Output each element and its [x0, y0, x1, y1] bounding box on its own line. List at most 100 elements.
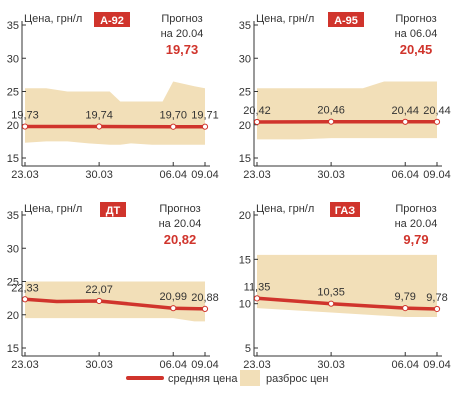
y-tick-label: 10 — [239, 299, 251, 311]
x-tick-label: 30.03 — [85, 359, 113, 371]
data-point — [170, 305, 177, 312]
data-point — [433, 305, 441, 313]
y-tick-label: 25 — [239, 87, 251, 99]
forecast-value: 20,45 — [400, 42, 433, 57]
y-tick-label: 20 — [239, 210, 251, 222]
x-tick-label: 09.04 — [423, 169, 451, 181]
y-tick-label: 30 — [7, 53, 19, 65]
fuel-type-label: ГАЗ — [335, 205, 355, 217]
forecast-value: 20,82 — [164, 232, 197, 247]
fuel-type-badge — [100, 202, 126, 217]
forecast-date: на 20.04 — [159, 218, 202, 230]
x-tick-label: 30.03 — [317, 359, 345, 371]
forecast-title: Прогноз — [159, 203, 200, 215]
y-axis-label: Цена, грн/л — [24, 13, 82, 25]
y-axis-label: Цена, грн/л — [256, 203, 314, 215]
y-tick-label: 15 — [7, 343, 19, 355]
chart-panel-2: 15 20 25 30 35 23.03 30.03 06.04 09.04 Цена, грн/… — [7, 202, 219, 371]
y-tick-label: 25 — [7, 87, 19, 99]
x-tick-label: 06.04 — [159, 359, 187, 371]
data-label: 22,33 — [11, 282, 39, 294]
data-point — [21, 123, 29, 130]
data-label: 20,42 — [243, 105, 271, 117]
data-label: 20,88 — [191, 292, 219, 304]
data-point — [253, 118, 261, 126]
x-tick-label: 23.03 — [11, 359, 39, 371]
forecast-date: на 20.04 — [161, 28, 204, 40]
data-point — [402, 305, 409, 312]
data-label: 20,44 — [391, 105, 419, 117]
data-point — [96, 123, 103, 130]
data-point — [433, 118, 441, 125]
data-label: 20,46 — [317, 105, 345, 117]
data-label: 19,70 — [159, 110, 187, 122]
fuel-type-label: А-95 — [334, 15, 358, 27]
forecast-title: Прогноз — [395, 13, 436, 25]
data-point — [201, 305, 209, 312]
y-axis-label: Цена, грн/л — [256, 13, 314, 25]
data-label: 10,35 — [317, 287, 345, 299]
x-tick-label: 23.03 — [243, 359, 271, 371]
data-label: 19,74 — [85, 109, 113, 121]
fuel-type-label: ДТ — [106, 205, 121, 217]
data-point — [253, 295, 261, 302]
average-price-line — [255, 296, 439, 311]
x-tick-label: 30.03 — [317, 169, 345, 181]
y-tick-label: 25 — [7, 277, 19, 289]
x-tick-label: 23.03 — [243, 169, 271, 181]
x-tick-label: 09.04 — [423, 359, 451, 371]
data-point — [328, 118, 335, 125]
chart-panel-1: 15 20 25 30 35 23.03 30.03 06.04 09.04 Цена, грн/… — [239, 12, 451, 181]
data-point — [21, 296, 29, 303]
y-tick-label: 5 — [245, 343, 251, 355]
chart-panel-3: 5 10 15 20 23.03 30.03 06.04 09.04 Цена, грн/л ГА… — [239, 202, 451, 371]
x-tick-label: 06.04 — [391, 169, 419, 181]
data-point — [96, 297, 103, 305]
data-point — [402, 118, 409, 125]
x-tick-label: 30.03 — [85, 169, 113, 181]
y-tick-label: 20 — [7, 120, 19, 132]
x-tick-label: 06.04 — [159, 169, 187, 181]
chart-panel-0: 15 20 25 30 35 23.03 30.03 06.04 09.04 Цена, грн/… — [7, 12, 219, 181]
y-tick-label: 15 — [239, 254, 251, 266]
x-tick-label: 09.04 — [191, 359, 219, 371]
forecast-title: Прогноз — [161, 13, 202, 25]
y-tick-label: 15 — [239, 153, 251, 165]
y-tick-label: 35 — [239, 20, 251, 32]
data-point — [201, 123, 209, 130]
data-label: 20,99 — [159, 291, 187, 303]
data-label: 9,78 — [426, 292, 447, 304]
fuel-type-badge — [328, 12, 364, 27]
x-tick-label: 09.04 — [191, 169, 219, 181]
fuel-type-badge — [94, 12, 130, 27]
x-tick-label: 06.04 — [391, 359, 419, 371]
data-label: 19,73 — [11, 110, 39, 122]
legend-line-label: средняя цена — [168, 373, 238, 385]
fuel-type-label: А-92 — [100, 15, 124, 27]
y-tick-label: 20 — [7, 310, 19, 322]
price-range-band — [257, 81, 437, 140]
forecast-value: 19,73 — [166, 42, 199, 57]
data-label: 22,07 — [85, 284, 113, 296]
fuel-type-badge — [330, 202, 360, 217]
legend-band-label: разброс цен — [266, 373, 329, 385]
forecast-value: 9,79 — [403, 232, 428, 247]
x-tick-label: 23.03 — [11, 169, 39, 181]
data-label: 20,44 — [423, 105, 451, 117]
data-point — [328, 300, 335, 307]
y-tick-label: 20 — [239, 120, 251, 132]
y-axis-label: Цена, грн/л — [24, 203, 82, 215]
y-tick-label: 15 — [7, 153, 19, 165]
y-tick-label: 35 — [7, 20, 19, 32]
data-label: 11,35 — [244, 281, 271, 293]
data-point — [170, 123, 177, 130]
data-label: 19,71 — [191, 110, 219, 122]
legend: средняя цена разброс цен — [126, 370, 329, 386]
price-range-band — [25, 81, 205, 145]
legend-band-swatch — [240, 370, 260, 386]
y-tick-label: 30 — [239, 53, 251, 65]
y-tick-label: 35 — [7, 210, 19, 222]
data-label: 9,79 — [395, 291, 416, 303]
